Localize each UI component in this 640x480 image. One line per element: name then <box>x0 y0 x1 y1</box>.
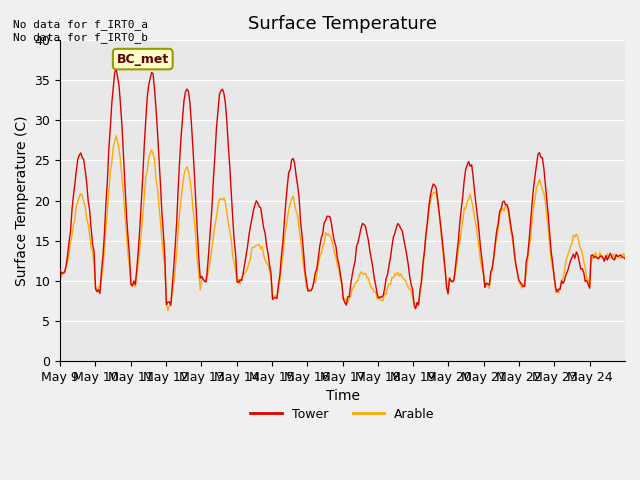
Tower <box>76 152 83 158</box>
Tower <box>348 273 356 278</box>
Arable <box>620 251 627 256</box>
Text: No data for f_IRT0_a
No data for f_IRT0_b: No data for f_IRT0_a No data for f_IRT0_… <box>13 19 148 43</box>
Arable <box>56 276 64 282</box>
Tower <box>93 289 101 295</box>
X-axis label: Time: Time <box>326 389 360 403</box>
Arable <box>164 308 172 313</box>
Arable <box>113 133 120 139</box>
Y-axis label: Surface Temperature (C): Surface Temperature (C) <box>15 115 29 286</box>
Tower <box>620 254 627 260</box>
Tower <box>462 166 470 172</box>
Arable <box>76 194 83 200</box>
Text: BC_met: BC_met <box>116 53 169 66</box>
Line: Arable: Arable <box>60 136 625 311</box>
Tower <box>56 266 64 272</box>
Arable <box>621 254 629 260</box>
Tower <box>621 256 629 262</box>
Tower <box>412 306 419 312</box>
Arable <box>350 285 358 290</box>
Tower <box>113 66 120 72</box>
Legend: Tower, Arable: Tower, Arable <box>245 403 440 425</box>
Title: Surface Temperature: Surface Temperature <box>248 15 437 33</box>
Arable <box>462 206 470 212</box>
Arable <box>93 287 101 293</box>
Line: Tower: Tower <box>60 69 625 309</box>
Arable <box>546 243 554 249</box>
Tower <box>546 232 554 238</box>
